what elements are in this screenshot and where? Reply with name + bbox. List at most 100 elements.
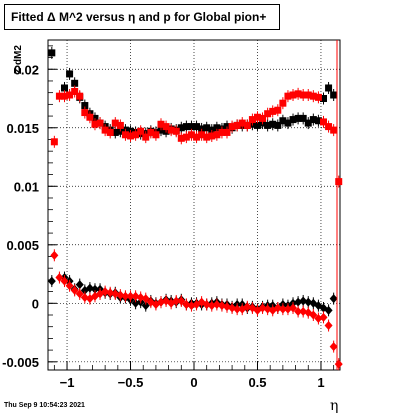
data-point-square (193, 123, 201, 131)
data-point-square (259, 114, 267, 122)
chart-title: Fitted Δ M^2 versus η and p for Global p… (4, 4, 280, 30)
data-point-square (304, 91, 312, 99)
data-point-diamond (75, 289, 84, 299)
data-point-square (152, 131, 160, 139)
data-point-square (309, 92, 317, 100)
data-point-square (325, 84, 333, 92)
data-point-square (314, 117, 322, 125)
data-point-square (274, 106, 282, 114)
data-point-square (208, 132, 216, 140)
data-point-square (304, 119, 312, 127)
data-point-diamond (60, 276, 69, 286)
x-tick-label: 0.5 (248, 375, 266, 390)
data-point-square (66, 91, 74, 99)
data-point-square (309, 116, 317, 124)
data-point-diamond (182, 299, 191, 309)
data-point-square (193, 133, 201, 141)
y-tick-label: -0.005 (2, 355, 39, 370)
data-point-diamond (299, 296, 308, 306)
data-point-square (325, 123, 333, 131)
data-point-square (284, 119, 292, 127)
x-tick-label: −0.5 (118, 375, 144, 390)
data-point-diamond (106, 288, 115, 298)
data-point-square (269, 120, 277, 128)
x-axis-label: η (330, 398, 339, 414)
data-point-diamond (85, 283, 94, 293)
data-point-diamond (187, 301, 196, 311)
data-point-diamond (47, 276, 56, 286)
data-point-diamond (299, 306, 308, 316)
data-point-diamond (309, 310, 318, 320)
data-point-square (106, 128, 114, 136)
data-point-square (66, 70, 74, 78)
y-tick-label: 0 (32, 296, 39, 311)
data-point-square (203, 133, 211, 141)
data-point-square (101, 126, 109, 134)
data-point-square (253, 113, 261, 121)
data-point-square (203, 124, 211, 132)
data-point-square (238, 119, 246, 127)
data-point-square (218, 128, 226, 136)
data-point-diamond (131, 298, 140, 308)
data-point-square (55, 92, 63, 100)
data-point-diamond (289, 303, 298, 313)
data-point-square (223, 128, 231, 136)
data-point-diamond (172, 296, 181, 306)
data-point-square (111, 128, 119, 136)
y-tick-label: 0.005 (6, 238, 39, 253)
y-axis-label: Z dM2 (12, 45, 24, 74)
data-point-diamond (258, 303, 267, 313)
data-point-square (279, 99, 287, 107)
marker-layer (47, 46, 343, 371)
data-point-square (279, 117, 287, 125)
data-point-square (172, 127, 180, 135)
data-point-diamond (111, 289, 120, 299)
data-point-square (264, 110, 272, 118)
data-point-diamond (55, 273, 64, 283)
data-point-square (76, 92, 84, 100)
data-point-square (294, 90, 302, 98)
data-point-square (127, 132, 135, 140)
data-point-diamond (131, 291, 140, 301)
data-point-square (142, 133, 150, 141)
data-point-square (91, 120, 99, 128)
data-point-square (177, 134, 185, 142)
y-tick-label: 0.02 (14, 62, 39, 77)
data-point-square (61, 92, 69, 100)
data-point-diamond (121, 291, 130, 301)
data-point-square (187, 131, 195, 139)
data-point-diamond (294, 306, 303, 316)
data-point-square (248, 116, 256, 124)
data-point-square (289, 91, 297, 99)
x-tick-label: −1 (60, 375, 75, 390)
data-point-diamond (212, 299, 221, 309)
data-point-diamond (141, 301, 150, 311)
data-point-diamond (314, 314, 323, 324)
data-point-square (162, 123, 170, 131)
data-point-square (330, 91, 338, 99)
data-point-square (228, 123, 236, 131)
data-point-square (299, 91, 307, 99)
data-point-square (213, 131, 221, 139)
data-point-diamond (202, 299, 211, 309)
data-point-square (137, 127, 145, 135)
data-point-diamond (50, 250, 59, 260)
data-point-square (213, 124, 221, 132)
data-point-square (71, 87, 79, 95)
data-point-diamond (101, 287, 110, 297)
data-point-diamond (228, 303, 237, 313)
data-point-square (264, 121, 272, 129)
data-point-square (319, 118, 327, 126)
data-point-square (294, 114, 302, 122)
data-point-diamond (243, 302, 252, 312)
data-point-square (48, 49, 56, 57)
data-point-diamond (273, 303, 282, 313)
data-point-square (253, 121, 261, 129)
data-point-square (116, 121, 124, 129)
data-point-diamond (217, 301, 226, 311)
data-point-diamond (207, 301, 216, 311)
data-point-diamond (283, 304, 292, 314)
data-point-diamond (324, 305, 333, 315)
data-point-diamond (319, 312, 328, 322)
